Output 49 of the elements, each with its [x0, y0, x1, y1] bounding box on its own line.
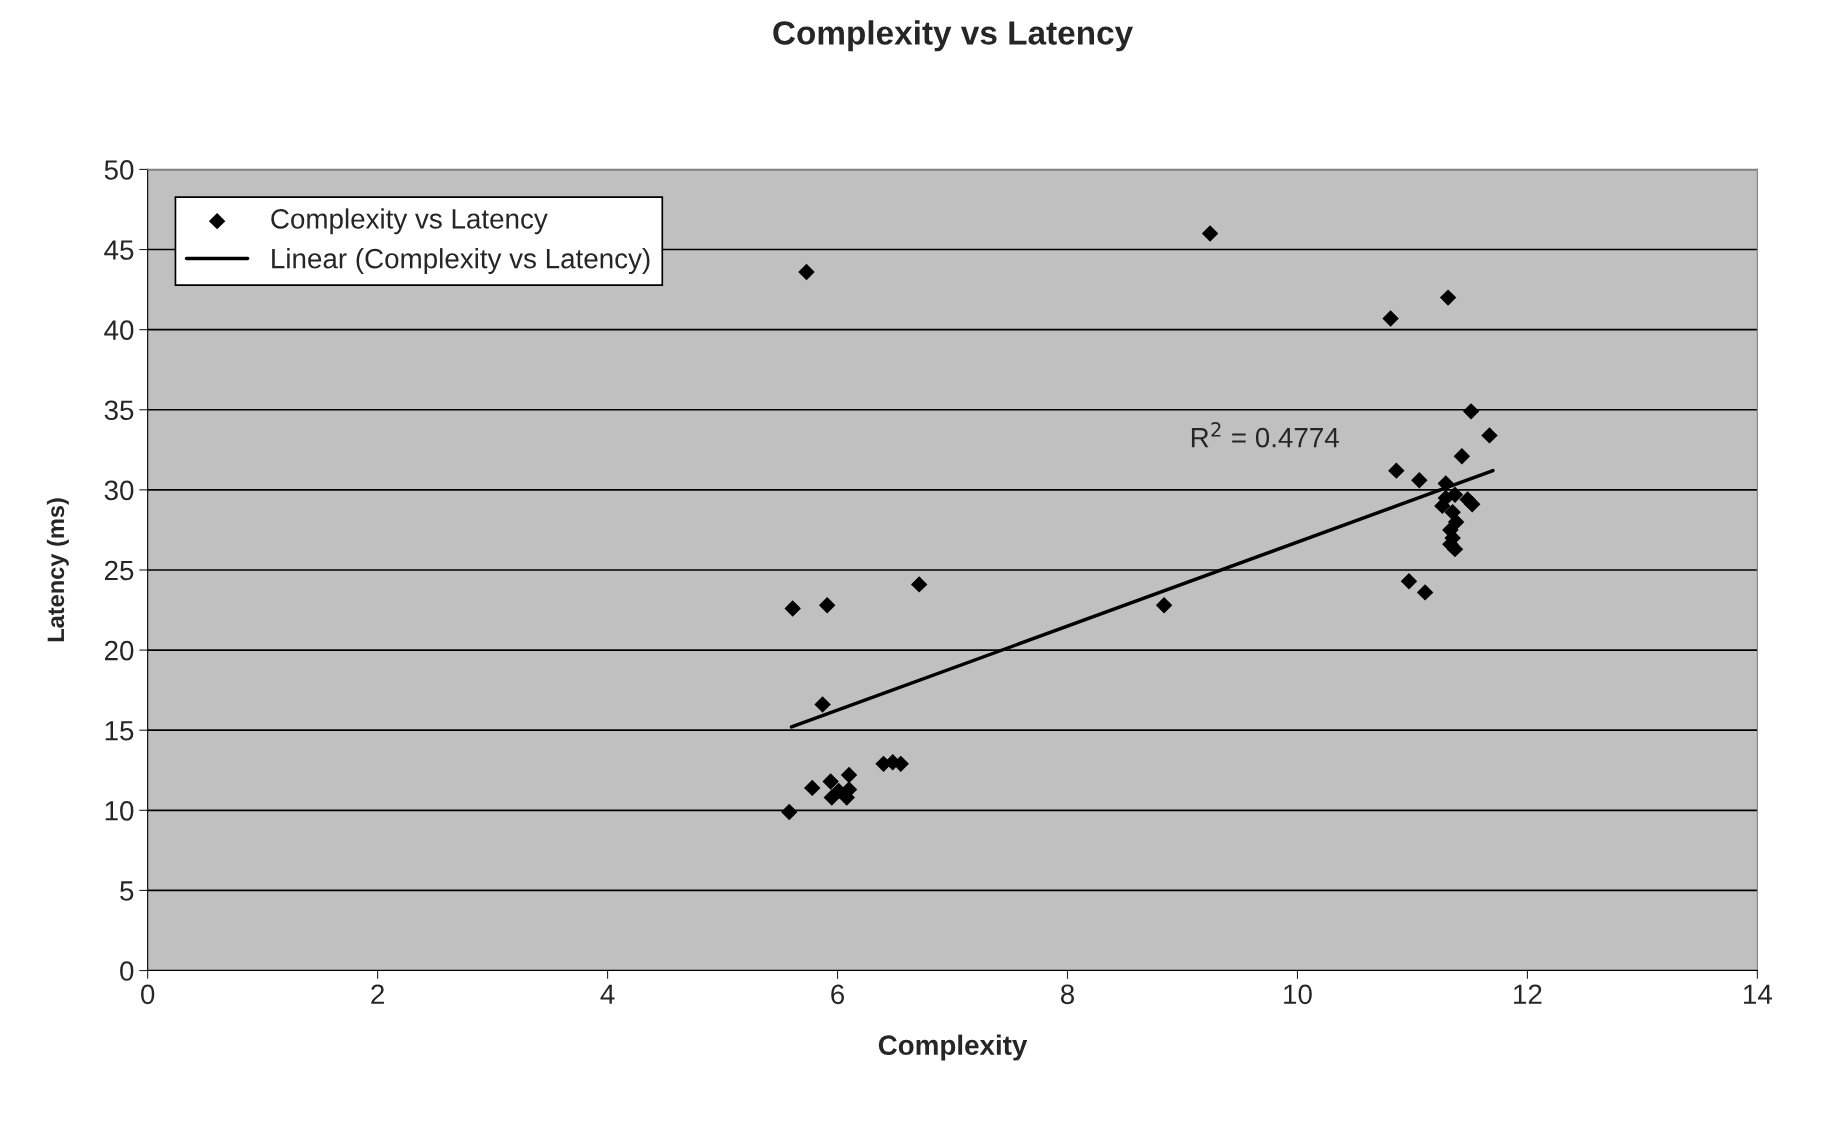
point	[1453, 448, 1471, 465]
y-tick-label: 50	[104, 160, 134, 180]
point	[1446, 540, 1464, 558]
point	[1446, 486, 1464, 503]
chart-title: Complexity vs Latency	[773, 20, 1133, 52]
point	[814, 696, 831, 713]
point	[910, 576, 928, 593]
y-tick-label: 15	[105, 721, 134, 741]
point	[822, 773, 839, 790]
y-tick-label: 45	[104, 240, 134, 260]
x-axis-title: Complexity	[878, 1034, 1028, 1061]
y-tick-label: 20	[104, 640, 134, 661]
point	[1464, 496, 1481, 513]
point	[1462, 403, 1480, 420]
point	[1481, 427, 1498, 444]
x-tick-label: 2	[371, 984, 384, 1004]
point	[784, 600, 801, 617]
x-tick-label: 8	[1060, 984, 1075, 1005]
y-tick-label: 10	[105, 800, 134, 821]
point	[1382, 310, 1399, 327]
y-tick-label: 40	[104, 320, 134, 340]
x-tick-label: 4	[600, 984, 615, 1004]
y-tick-label: 25	[104, 560, 134, 581]
y-tick-label: 35	[104, 400, 134, 421]
point	[1155, 597, 1173, 614]
y-tick-label: 5	[120, 881, 134, 901]
point	[1411, 472, 1428, 489]
x-tick-label: 10	[1284, 984, 1312, 1005]
y-axis-title: Latency (ms)	[46, 498, 69, 642]
x-tick-label: 14	[1744, 984, 1773, 1004]
point	[804, 779, 821, 797]
x-tick-label: 6	[831, 984, 845, 1005]
point	[798, 263, 815, 281]
point	[1416, 584, 1434, 601]
point	[1201, 225, 1219, 242]
y-tick-label: 30	[104, 480, 134, 501]
point	[1439, 289, 1457, 306]
point	[840, 766, 858, 784]
point	[1447, 513, 1465, 531]
x-tick-label: 12	[1514, 984, 1542, 1004]
legend-label: Complexity vs Latency	[271, 208, 548, 235]
y-tick-label: 0	[120, 961, 134, 981]
point	[818, 597, 836, 614]
point	[1400, 572, 1418, 590]
point	[1388, 462, 1405, 479]
point	[781, 803, 798, 821]
annotation: R$^{2}$ = 0.4774	[1191, 422, 1339, 448]
legend-label: Linear (Complexity vs Latency)	[272, 248, 650, 274]
x-tick-label: 0	[141, 984, 155, 1005]
